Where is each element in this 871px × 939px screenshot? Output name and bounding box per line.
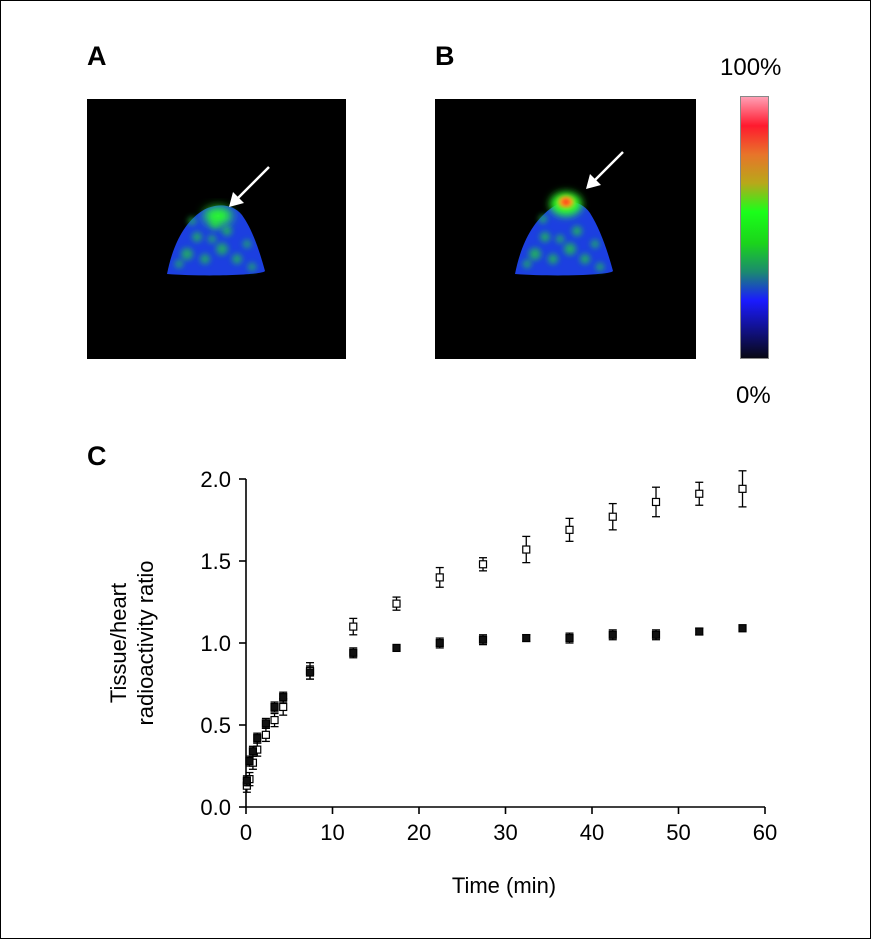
data-point-filled bbox=[248, 747, 258, 756]
scan-a-mottle bbox=[175, 217, 256, 271]
data-point-open bbox=[738, 484, 747, 493]
y-tick-label: 2.0 bbox=[200, 467, 231, 492]
x-tick-label: 60 bbox=[753, 820, 777, 845]
data-point-filled bbox=[695, 627, 704, 636]
data-point-filled bbox=[245, 756, 254, 766]
data-point-open bbox=[695, 489, 704, 498]
scan-a-hotspot bbox=[204, 207, 232, 225]
scan-image-b bbox=[435, 99, 696, 359]
chart-axes: 0 10 20 30 40 50 60 0.0 0.5 1.0 1.5 2.0 bbox=[200, 467, 777, 845]
data-point-open bbox=[478, 560, 488, 569]
chart-marks bbox=[242, 470, 747, 793]
scan-image-a bbox=[87, 99, 346, 359]
data-point-filled bbox=[392, 643, 401, 653]
data-point-open bbox=[522, 545, 531, 554]
panel-c-label: C bbox=[87, 441, 107, 471]
data-point-open bbox=[392, 599, 401, 608]
y-axis-label-line1: Tissue/heart bbox=[106, 583, 131, 703]
data-point-filled bbox=[261, 719, 270, 728]
x-axis-label: Time (min) bbox=[452, 873, 556, 898]
data-point-filled bbox=[651, 630, 661, 639]
data-point-open bbox=[651, 497, 661, 507]
data-point-open bbox=[279, 702, 288, 712]
scan-a-arrow bbox=[229, 166, 270, 207]
x-tick-label: 10 bbox=[320, 820, 344, 845]
data-point-filled bbox=[242, 776, 251, 785]
x-tick-label: 40 bbox=[580, 820, 604, 845]
y-tick-label: 1.5 bbox=[200, 549, 231, 574]
scan-a-svg bbox=[167, 166, 270, 276]
data-point-filled bbox=[522, 633, 531, 643]
colorbar bbox=[740, 96, 769, 359]
data-point-filled bbox=[565, 633, 574, 643]
data-point-open bbox=[565, 525, 574, 534]
y-axis-label-line2: radioactivity ratio bbox=[133, 560, 158, 725]
scan-b-mottle bbox=[523, 215, 604, 271]
x-tick-label: 30 bbox=[493, 820, 517, 845]
colorbar-min-label: 0% bbox=[736, 382, 771, 409]
data-point-filled bbox=[738, 624, 747, 633]
panel-a-label: A bbox=[87, 41, 107, 71]
x-tick-label: 50 bbox=[666, 820, 690, 845]
data-point-filled bbox=[608, 630, 617, 639]
data-point-filled bbox=[253, 734, 262, 743]
data-point-filled bbox=[349, 648, 358, 657]
scan-b-hotspot-peak bbox=[562, 199, 570, 205]
y-tick-label: 1.0 bbox=[200, 631, 231, 656]
data-point-filled bbox=[305, 668, 315, 677]
data-point-filled bbox=[270, 702, 279, 712]
colorbar-max-label: 100% bbox=[720, 54, 782, 81]
data-point-open bbox=[261, 730, 270, 739]
data-point-open bbox=[435, 573, 444, 582]
x-tick-label: 0 bbox=[240, 820, 252, 845]
data-point-open bbox=[349, 622, 358, 631]
data-point-filled bbox=[478, 635, 488, 644]
data-point-open bbox=[608, 512, 617, 521]
scan-b-arrow bbox=[586, 151, 624, 189]
data-point-filled bbox=[435, 638, 444, 648]
panel-b-label: B bbox=[435, 41, 455, 71]
data-point-filled bbox=[279, 693, 288, 702]
y-tick-label: 0.5 bbox=[200, 713, 231, 738]
x-tick-label: 20 bbox=[407, 820, 431, 845]
scan-b-svg bbox=[515, 151, 624, 276]
y-tick-label: 0.0 bbox=[200, 795, 231, 820]
data-point-open bbox=[270, 715, 279, 725]
